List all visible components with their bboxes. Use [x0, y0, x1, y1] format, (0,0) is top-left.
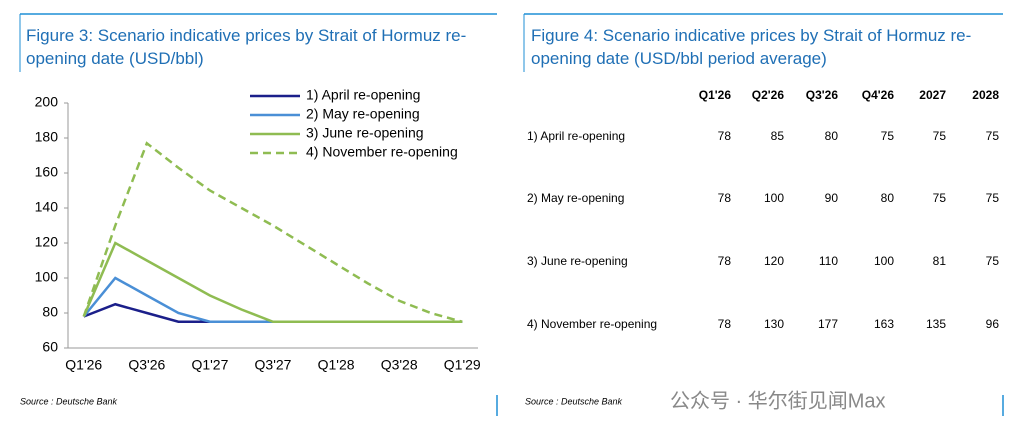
cell: 90 — [825, 191, 839, 205]
cell: 130 — [764, 317, 784, 331]
y-tick-label: 200 — [35, 94, 59, 110]
cell: 110 — [819, 254, 838, 268]
cell: 75 — [933, 191, 947, 205]
cell: 80 — [881, 191, 895, 205]
x-tick-label: Q3'28 — [381, 357, 418, 373]
series-line — [82, 141, 463, 323]
column-header: 2027 — [919, 88, 946, 102]
x-tick-label: Q3'26 — [128, 357, 165, 373]
series-line — [83, 302, 463, 323]
legend-label: 4) November re-opening — [306, 144, 458, 160]
cell: 75 — [933, 129, 947, 143]
y-tick-label: 180 — [35, 129, 59, 145]
cell: 96 — [986, 317, 1000, 331]
row-label: 2) May re-opening — [527, 191, 624, 205]
x-tick-label: Q1'28 — [318, 357, 355, 373]
cell: 75 — [986, 191, 1000, 205]
cell: 163 — [874, 317, 894, 331]
column-header: 2028 — [972, 88, 999, 102]
column-header: Q3'26 — [806, 88, 839, 102]
column-header: Q1'26 — [699, 88, 732, 102]
row-label: 1) April re-opening — [527, 129, 625, 143]
row-label: 3) June re-opening — [527, 254, 628, 268]
x-tick-label: Q1'29 — [444, 357, 481, 373]
x-tick-label: Q1'26 — [65, 357, 102, 373]
legend-label: 1) April re-opening — [306, 87, 420, 103]
y-tick-label: 140 — [35, 199, 59, 215]
column-header: Q4'26 — [862, 88, 895, 102]
watermark: 公众号 · 华尔街见闻Max — [670, 389, 886, 412]
cell: 100 — [764, 191, 784, 205]
series-line — [82, 241, 463, 323]
x-tick-label: Q3'27 — [255, 357, 292, 373]
y-tick-label: 100 — [35, 269, 59, 285]
source: Source : Deutsche Bank — [525, 396, 623, 406]
figure-3-title: Figure 3: Scenario indicative prices by … — [26, 26, 467, 68]
cell: 78 — [718, 317, 732, 331]
column-header: Q2'26 — [752, 88, 785, 102]
cell: 75 — [881, 129, 895, 143]
cell: 120 — [764, 254, 784, 268]
figure-4-title: Figure 4: Scenario indicative prices by … — [531, 26, 972, 68]
cell: 78 — [718, 129, 732, 143]
cell: 177 — [818, 317, 838, 331]
x-tick-label: Q1'27 — [191, 357, 228, 373]
cell: 85 — [771, 129, 785, 143]
cell: 80 — [825, 129, 839, 143]
cell: 78 — [718, 254, 732, 268]
y-tick-label: 60 — [42, 339, 58, 355]
y-tick-label: 160 — [35, 164, 59, 180]
source: Source : Deutsche Bank — [20, 396, 118, 406]
cell: 135 — [926, 317, 946, 331]
cell: 81 — [933, 254, 947, 268]
cell: 75 — [986, 254, 1000, 268]
cell: 78 — [718, 191, 732, 205]
cell: 75 — [986, 129, 1000, 143]
cell: 100 — [874, 254, 894, 268]
legend-label: 2) May re-opening — [306, 106, 420, 122]
y-tick-label: 80 — [42, 304, 58, 320]
series-line — [82, 276, 463, 323]
y-tick-label: 120 — [35, 234, 59, 250]
legend-label: 3) June re-opening — [306, 125, 424, 141]
row-label: 4) November re-opening — [527, 317, 657, 331]
